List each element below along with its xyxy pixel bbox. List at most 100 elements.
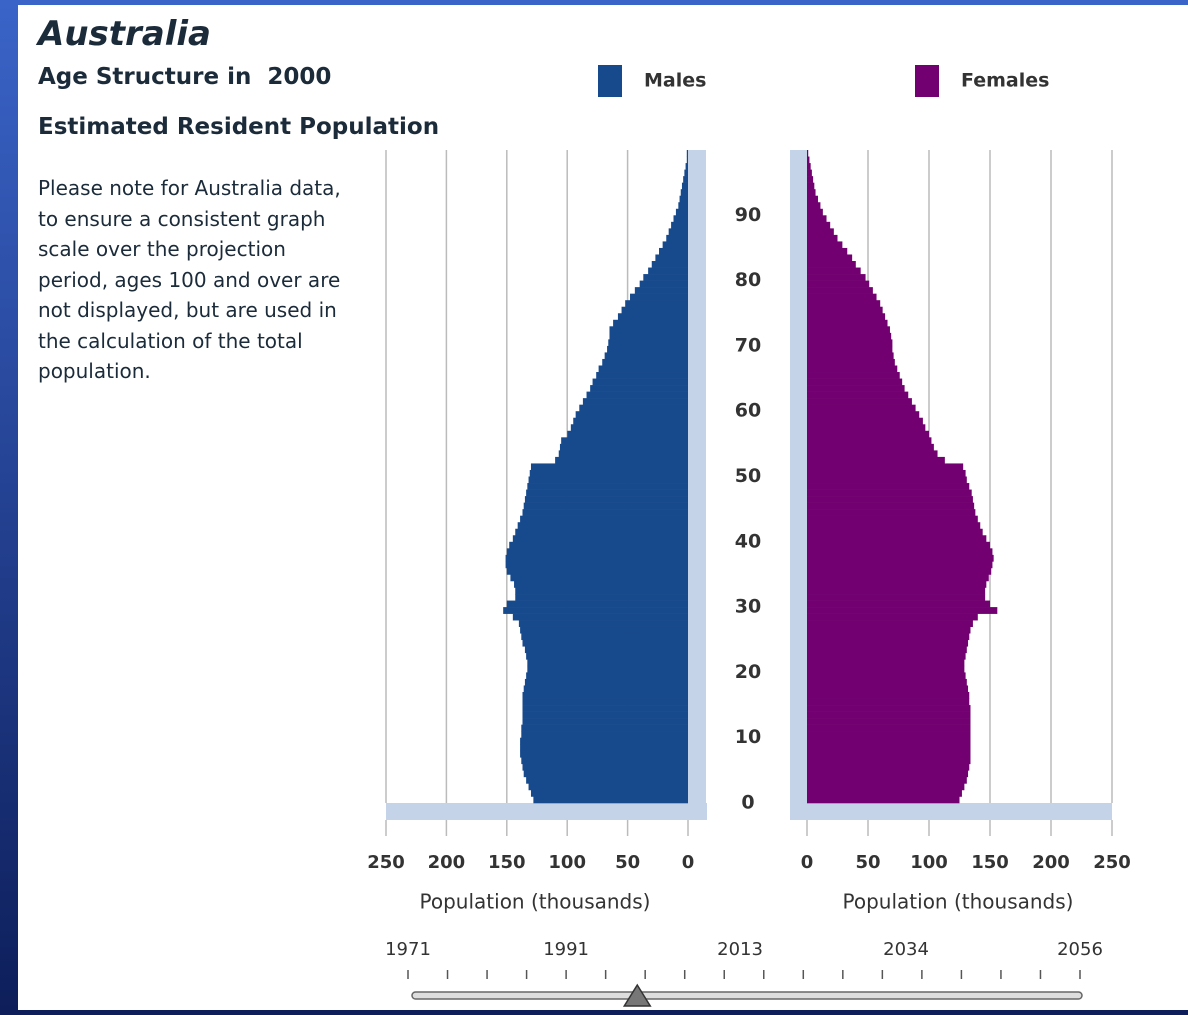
bar — [522, 691, 688, 699]
bar — [807, 594, 986, 601]
bar — [515, 594, 688, 601]
bar — [514, 580, 688, 588]
x-tick-label: 100 — [548, 852, 586, 873]
bar — [512, 613, 688, 621]
bar — [684, 169, 688, 177]
title: Australia — [38, 14, 211, 54]
bar — [520, 515, 688, 523]
bar — [523, 770, 688, 778]
bar — [807, 515, 978, 523]
bar — [555, 456, 688, 464]
bar — [807, 587, 986, 595]
bar — [807, 757, 971, 765]
bar — [807, 463, 964, 471]
bar — [515, 528, 688, 536]
bar — [807, 783, 965, 791]
bar — [673, 215, 688, 223]
bar — [807, 731, 971, 738]
x-tick-label: 0 — [682, 852, 695, 873]
bar — [807, 300, 881, 308]
bar — [807, 718, 971, 725]
y-tick-label: 70 — [735, 334, 761, 356]
bar — [520, 744, 688, 752]
bar — [592, 378, 688, 386]
bar — [807, 737, 971, 745]
bar — [807, 306, 883, 314]
x-tick-label: 250 — [367, 852, 405, 873]
y-tick-label: 80 — [735, 269, 761, 291]
bar — [520, 737, 688, 745]
bar — [807, 372, 900, 379]
bar — [662, 241, 688, 249]
bar — [648, 267, 688, 275]
bar — [807, 417, 923, 425]
bar — [527, 659, 688, 667]
bar — [807, 313, 886, 321]
y-tick-label: 40 — [735, 530, 761, 552]
bar — [807, 750, 971, 758]
note: Please note for Australia data, to ensur… — [38, 176, 341, 383]
subtitle: Estimated Resident Population — [38, 114, 440, 140]
bar — [586, 391, 688, 399]
bar — [608, 339, 688, 347]
bar — [807, 287, 873, 294]
bar — [807, 241, 843, 249]
x-tick-label: 200 — [428, 852, 466, 873]
bar — [807, 496, 973, 503]
axis-strip — [790, 150, 808, 820]
y-tick-label: 90 — [735, 204, 761, 226]
bar — [807, 567, 992, 575]
bar — [639, 280, 688, 288]
bar — [807, 535, 987, 543]
bar — [529, 469, 688, 477]
bar — [625, 300, 688, 308]
bar — [575, 411, 688, 419]
bar — [807, 633, 970, 641]
bar — [666, 234, 688, 242]
bar — [807, 254, 853, 262]
bar — [807, 613, 978, 621]
axis-strip — [386, 803, 707, 820]
bar — [678, 202, 688, 210]
bar — [609, 332, 688, 340]
bar — [807, 763, 970, 771]
bar — [559, 443, 688, 451]
bar — [643, 274, 688, 281]
bar — [503, 607, 688, 614]
bar — [807, 796, 960, 804]
bar — [807, 776, 967, 784]
bar — [807, 443, 934, 451]
bar — [520, 750, 688, 758]
bar — [807, 182, 815, 190]
bar — [617, 313, 688, 321]
bar — [807, 391, 909, 399]
bar — [807, 385, 905, 392]
bar — [522, 639, 688, 647]
bar — [604, 352, 688, 360]
bar — [807, 744, 971, 752]
bar — [523, 502, 688, 510]
bar — [807, 247, 848, 255]
bar — [524, 678, 688, 686]
bar — [807, 228, 834, 236]
x-tick-label: 50 — [855, 852, 880, 873]
bar — [522, 698, 688, 706]
bar — [807, 639, 969, 647]
bar — [807, 319, 888, 327]
bar — [523, 685, 688, 693]
bar — [527, 483, 688, 490]
bar — [807, 378, 903, 386]
x-tick-label: 250 — [1093, 852, 1131, 873]
bar — [596, 372, 688, 379]
bar — [807, 424, 926, 432]
bar — [807, 705, 971, 712]
x-tick-label: 200 — [1032, 852, 1070, 873]
bar — [807, 528, 983, 536]
bar — [634, 287, 688, 294]
bar — [558, 450, 688, 458]
slider-track — [411, 991, 1083, 1000]
bar — [807, 450, 938, 458]
bar — [807, 574, 989, 582]
bar — [651, 261, 688, 268]
